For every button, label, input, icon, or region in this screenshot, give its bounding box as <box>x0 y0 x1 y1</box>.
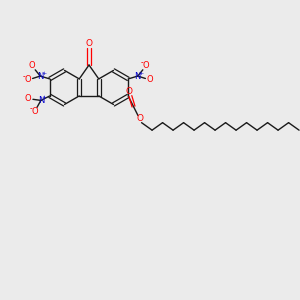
Text: -: - <box>22 73 25 82</box>
Text: O: O <box>137 115 144 124</box>
Text: -: - <box>141 58 143 68</box>
Text: O: O <box>31 107 38 116</box>
Text: O: O <box>125 87 132 96</box>
Text: +: + <box>41 70 46 76</box>
Text: O: O <box>25 94 31 103</box>
Text: N: N <box>37 72 44 81</box>
Text: N: N <box>38 96 44 105</box>
Text: -: - <box>29 104 32 113</box>
Text: O: O <box>25 76 31 85</box>
Text: +: + <box>42 95 47 100</box>
Text: N: N <box>135 72 141 81</box>
Text: O: O <box>29 61 35 70</box>
Text: +: + <box>139 70 144 76</box>
Text: O: O <box>142 61 149 70</box>
Text: O: O <box>85 38 92 47</box>
Text: O: O <box>147 76 154 85</box>
